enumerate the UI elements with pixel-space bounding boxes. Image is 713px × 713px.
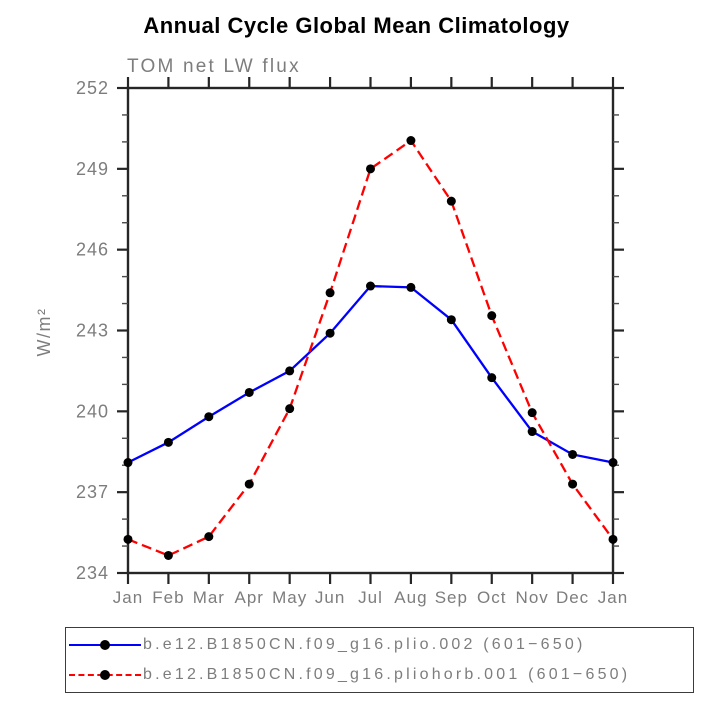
data-point-marker	[325, 288, 335, 298]
data-point-marker	[527, 427, 537, 437]
y-tick-label: 246	[76, 240, 109, 260]
data-point-marker	[406, 282, 416, 292]
data-point-marker	[204, 412, 214, 422]
y-tick-label: 249	[76, 159, 109, 179]
data-point-marker	[527, 408, 537, 418]
data-point-marker	[446, 196, 456, 206]
data-point-marker	[123, 534, 133, 544]
data-point-marker	[366, 164, 375, 174]
data-point-marker	[366, 281, 375, 291]
data-point-marker	[244, 479, 254, 489]
x-tick-label: Jul	[358, 588, 383, 607]
data-point-marker	[244, 387, 254, 397]
legend-sample-dashed	[69, 669, 141, 681]
legend-entry-plio002: b.e12.B1850CN.f09_g16.plio.002 (601−650)	[66, 631, 693, 659]
y-tick-label: 252	[76, 78, 109, 98]
data-point-marker	[285, 366, 295, 376]
x-tick-label: Dec	[556, 588, 589, 607]
y-tick-label: 237	[76, 482, 109, 502]
legend-marker-dot	[100, 640, 110, 650]
legend-box: b.e12.B1850CN.f09_g16.plio.002 (601−650)…	[65, 627, 694, 693]
legend-entry-pliohorb001: b.e12.B1850CN.f09_g16.pliohorb.001 (601−…	[66, 661, 693, 689]
x-tick-label: Aug	[394, 588, 427, 607]
plot-frame	[126, 86, 615, 575]
x-tick-label: May	[272, 588, 307, 607]
data-point-marker	[163, 550, 173, 560]
data-point-marker	[568, 479, 578, 489]
data-point-marker	[325, 328, 335, 338]
x-tick-label: Jan	[598, 588, 628, 607]
legend-marker-dot	[100, 670, 110, 680]
legend-label-plio002: b.e12.B1850CN.f09_g16.plio.002 (601−650)	[143, 636, 586, 653]
x-tick-label: Oct	[477, 588, 506, 607]
x-tick-label: Apr	[235, 588, 264, 607]
series-line-0	[127, 284, 614, 464]
data-point-marker	[204, 532, 214, 542]
y-tick-label: 234	[76, 563, 109, 583]
data-point-marker	[123, 458, 133, 468]
x-tick-label: Jan	[113, 588, 143, 607]
data-point-marker	[406, 136, 416, 146]
x-tick-label: Mar	[193, 588, 225, 607]
data-point-marker	[487, 373, 497, 383]
x-tick-label: Jun	[315, 588, 345, 607]
x-tick-label: Feb	[152, 588, 184, 607]
data-point-marker	[163, 437, 173, 447]
legend-label-pliohorb001: b.e12.B1850CN.f09_g16.pliohorb.001 (601−…	[143, 666, 631, 683]
data-point-marker	[446, 315, 456, 325]
chart-title: Annual Cycle Global Mean Climatology	[143, 13, 570, 38]
data-point-marker	[608, 534, 618, 544]
y-tick-label: 240	[76, 401, 109, 421]
series-line-1	[127, 138, 614, 557]
legend-sample-solid	[69, 639, 141, 651]
chart-subtitle: TOM net LW flux	[127, 56, 301, 77]
data-point-marker	[608, 458, 618, 468]
data-point-marker	[487, 311, 497, 321]
data-point-marker	[285, 404, 295, 414]
data-point-marker	[568, 449, 578, 459]
x-tick-label: Nov	[516, 588, 549, 607]
x-tick-label: Sep	[435, 588, 468, 607]
y-tick-label: 243	[76, 321, 109, 341]
